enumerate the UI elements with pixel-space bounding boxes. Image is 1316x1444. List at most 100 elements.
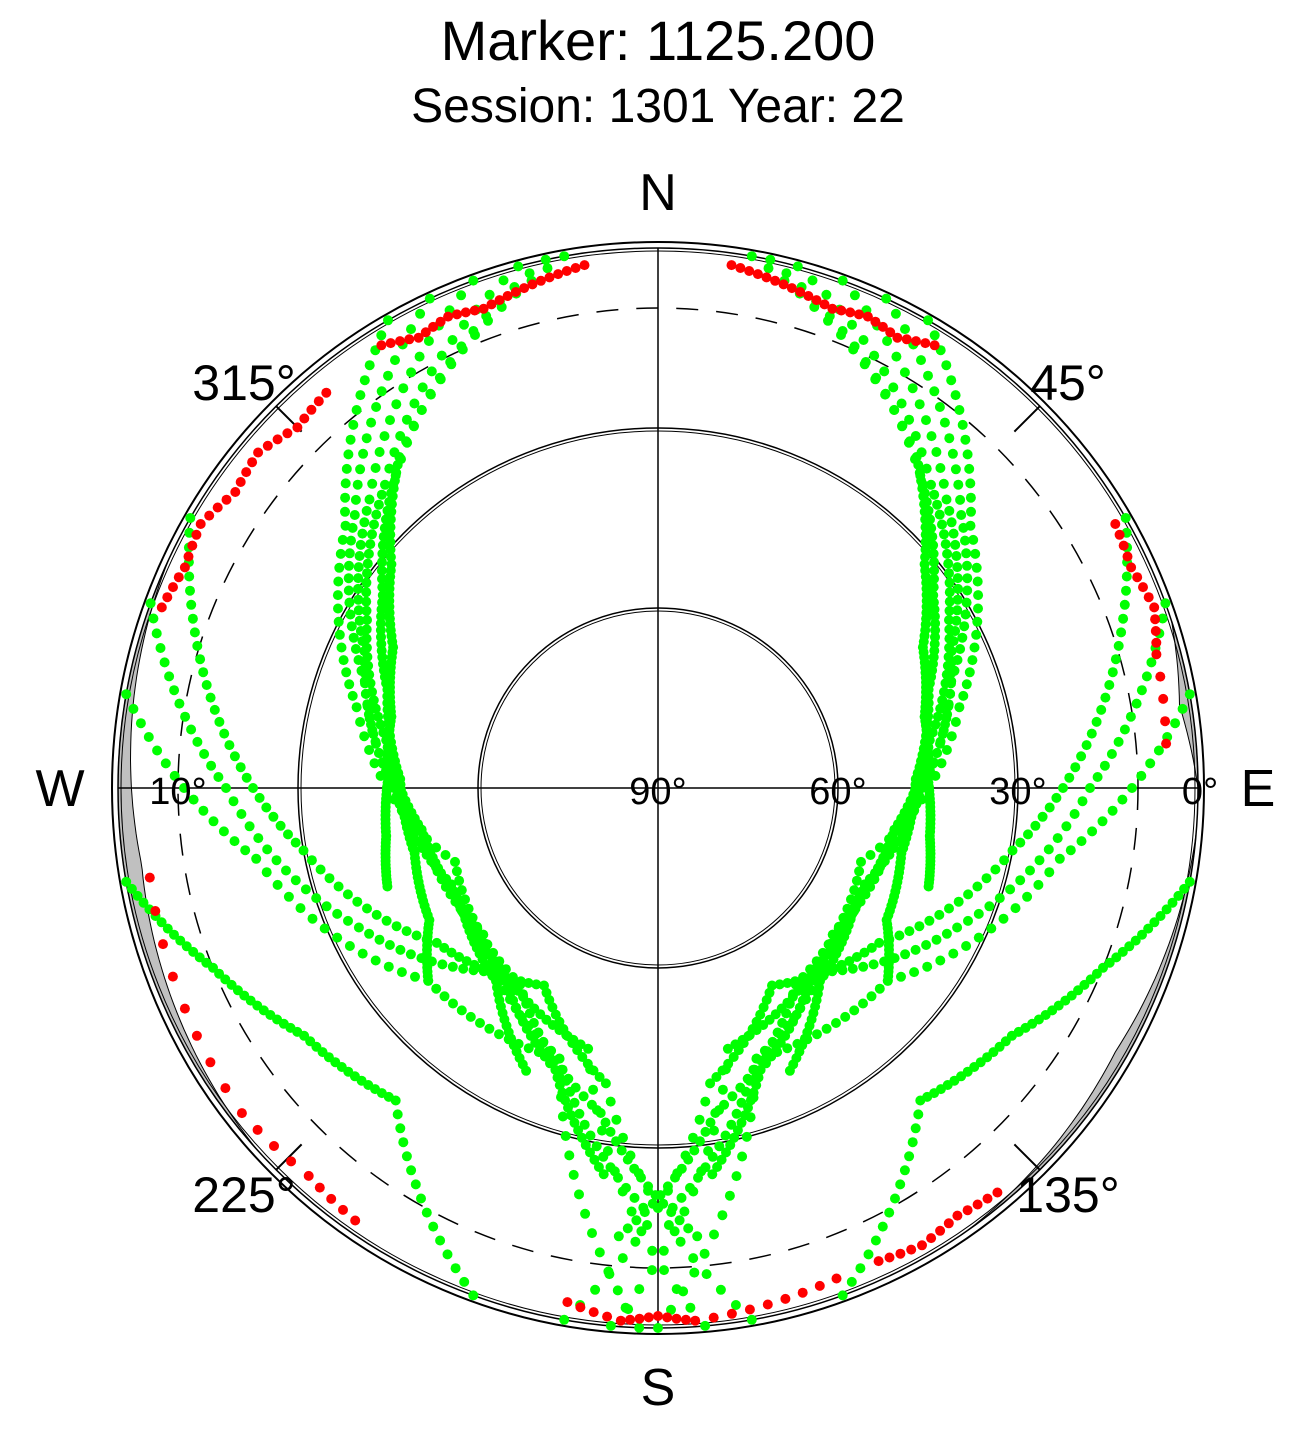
track-point bbox=[583, 1043, 594, 1054]
track-point bbox=[874, 983, 885, 994]
track-point bbox=[658, 1245, 669, 1256]
track-point bbox=[700, 1126, 711, 1137]
track-point bbox=[892, 332, 903, 343]
track-point bbox=[911, 336, 921, 347]
track-point bbox=[700, 1320, 711, 1331]
track-point bbox=[235, 477, 246, 487]
track-point bbox=[906, 1244, 917, 1255]
track-point bbox=[478, 966, 489, 977]
track-point bbox=[416, 405, 427, 415]
track-point bbox=[1022, 891, 1033, 902]
track-point bbox=[944, 903, 954, 914]
track-point bbox=[353, 573, 364, 584]
track-point bbox=[901, 815, 912, 826]
track-point bbox=[907, 383, 918, 394]
track-point bbox=[812, 1029, 822, 1040]
track-point bbox=[268, 811, 279, 822]
track-point bbox=[964, 463, 975, 474]
track-point bbox=[817, 966, 828, 977]
track-point bbox=[559, 251, 570, 262]
track-point bbox=[784, 1065, 795, 1076]
track-point bbox=[482, 939, 493, 950]
track-point bbox=[488, 947, 499, 958]
track-point bbox=[801, 994, 811, 1005]
track-point bbox=[241, 467, 252, 478]
track-point bbox=[689, 1267, 700, 1278]
track-point bbox=[630, 1236, 641, 1247]
track-point bbox=[564, 1150, 575, 1161]
track-point bbox=[533, 1047, 544, 1058]
track-point bbox=[917, 479, 928, 490]
track-point bbox=[761, 272, 772, 283]
track-point bbox=[615, 1315, 626, 1326]
track-point bbox=[426, 956, 437, 967]
track-point bbox=[946, 375, 957, 386]
track-point bbox=[860, 889, 871, 900]
track-point bbox=[531, 979, 542, 990]
satellite-track bbox=[1110, 519, 1172, 749]
track-point bbox=[505, 994, 515, 1005]
satellite-track bbox=[726, 260, 940, 351]
track-point bbox=[1113, 640, 1124, 651]
track-point bbox=[888, 382, 899, 393]
track-point bbox=[926, 1233, 937, 1244]
track-point bbox=[382, 783, 393, 793]
track-point bbox=[398, 383, 409, 394]
track-point bbox=[340, 506, 350, 517]
track-point bbox=[585, 1130, 596, 1141]
track-point bbox=[148, 613, 159, 624]
track-point bbox=[374, 748, 384, 758]
track-point bbox=[428, 321, 439, 332]
track-point bbox=[1160, 598, 1171, 609]
track-point bbox=[592, 1105, 602, 1116]
track-point bbox=[970, 548, 981, 559]
track-point bbox=[524, 268, 535, 279]
track-point bbox=[361, 605, 372, 616]
track-point bbox=[605, 1320, 616, 1331]
obstruction-wedge bbox=[117, 559, 258, 1150]
track-point bbox=[229, 751, 240, 762]
track-point bbox=[726, 1119, 737, 1130]
track-point bbox=[1100, 692, 1111, 703]
track-point bbox=[580, 1208, 591, 1219]
track-point bbox=[135, 718, 146, 729]
track-point bbox=[354, 615, 365, 626]
track-point bbox=[503, 1034, 514, 1045]
track-point bbox=[714, 1141, 725, 1152]
track-point bbox=[1044, 802, 1055, 813]
track-point bbox=[1064, 772, 1075, 783]
track-point bbox=[849, 885, 860, 896]
track-point bbox=[138, 897, 149, 908]
track-point bbox=[891, 351, 902, 362]
track-point bbox=[281, 865, 291, 876]
track-point bbox=[300, 884, 311, 895]
track-point bbox=[574, 1108, 585, 1119]
tracked-series bbox=[121, 251, 1195, 1333]
track-point bbox=[321, 387, 332, 398]
track-point bbox=[1007, 845, 1018, 856]
track-point bbox=[939, 529, 949, 540]
track-point bbox=[570, 1082, 581, 1093]
track-point bbox=[575, 1302, 586, 1313]
satellite-tracks bbox=[121, 251, 1195, 1333]
satellite-track bbox=[332, 315, 703, 1242]
track-point bbox=[890, 308, 901, 319]
track-point bbox=[952, 605, 963, 616]
track-point bbox=[965, 478, 976, 489]
track-point bbox=[847, 319, 857, 330]
track-point bbox=[877, 1221, 888, 1232]
track-point bbox=[179, 1003, 190, 1014]
track-point bbox=[494, 1029, 504, 1040]
azimuth-tick bbox=[1013, 405, 1041, 433]
track-point bbox=[885, 327, 896, 338]
track-point bbox=[910, 454, 920, 465]
track-point bbox=[410, 1179, 421, 1190]
track-point bbox=[662, 1312, 673, 1323]
track-point bbox=[562, 1297, 573, 1308]
track-point bbox=[917, 1240, 927, 1251]
track-point bbox=[358, 448, 369, 459]
track-point bbox=[488, 966, 499, 977]
track-point bbox=[1034, 855, 1045, 866]
track-point bbox=[254, 792, 265, 803]
track-point bbox=[577, 1052, 588, 1062]
